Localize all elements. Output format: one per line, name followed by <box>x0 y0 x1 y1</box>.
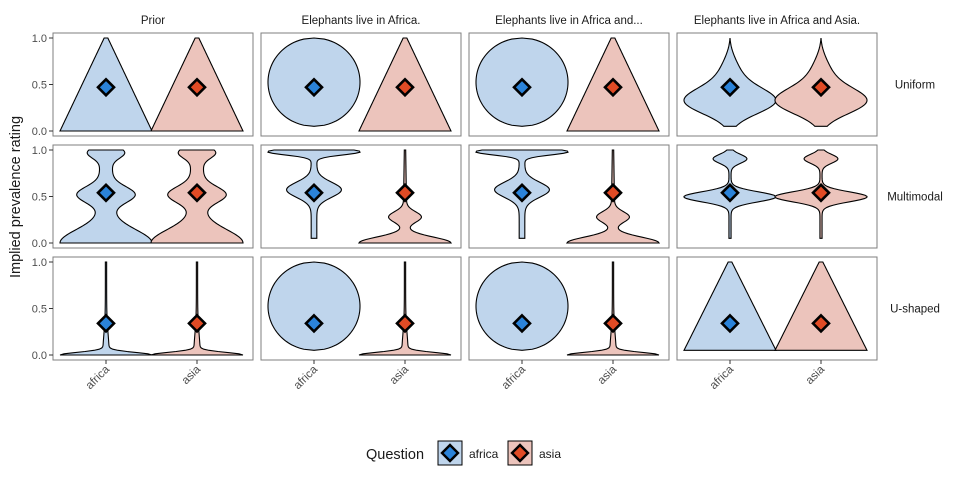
mean-point-asia <box>811 313 831 334</box>
y-tick-label: 0.0 <box>32 350 47 362</box>
violin-africa <box>683 261 777 351</box>
mean-point-asia <box>811 77 831 98</box>
mean-point-africa <box>304 182 324 203</box>
mean-point-africa <box>720 77 740 98</box>
x-tick-label: asia <box>596 363 620 387</box>
column-title: Elephants live in Africa and Asia. <box>694 15 860 27</box>
panel <box>260 144 462 249</box>
row-title: U-shaped <box>890 304 940 316</box>
mean-point-africa <box>304 313 324 334</box>
panel <box>676 32 878 137</box>
mean-point-africa <box>304 77 324 98</box>
y-tick-label: 0.0 <box>32 126 47 138</box>
mean-point-asia <box>603 182 623 203</box>
column-title: Elephants live in Africa and... <box>495 15 643 27</box>
x-tick-label: africa <box>500 363 529 392</box>
row-title: Uniform <box>895 80 935 92</box>
x-tick-label: asia <box>804 363 828 387</box>
x-tick-label: asia <box>388 363 412 387</box>
column-title: Elephants live in Africa. <box>302 15 421 27</box>
panel <box>52 32 254 137</box>
y-tick-label: 0.5 <box>32 192 47 204</box>
panel <box>260 256 462 361</box>
mean-point-asia <box>395 77 415 98</box>
column-strip-titles: Prior Elephants live in Africa. Elephants … <box>141 15 860 27</box>
mean-point-africa <box>720 313 740 334</box>
mean-point-asia <box>811 182 831 203</box>
y-axes: 0.0 0.5 1.0 0.0 0.5 1.0 0.0 0.5 1.0 <box>32 33 53 362</box>
mean-point-africa <box>720 182 740 203</box>
violin-africa <box>267 261 361 351</box>
mean-point-asia <box>187 182 207 203</box>
panel-frame <box>468 144 670 249</box>
mean-point-asia <box>603 313 623 334</box>
legend-label: africa <box>469 447 499 461</box>
panel <box>260 32 462 137</box>
legend-entry: africa <box>437 440 499 466</box>
panel <box>52 144 254 249</box>
row-strip-titles: Uniform Multimodal U-shaped <box>887 80 943 316</box>
panel <box>468 144 670 249</box>
mean-point-africa <box>96 77 116 98</box>
panel-grid <box>52 32 878 361</box>
y-tick-label: 1.0 <box>32 33 47 45</box>
y-tick-label: 0.5 <box>32 304 47 316</box>
violin-asia <box>774 261 868 351</box>
x-tick-label: africa <box>84 363 113 392</box>
legend-marker <box>510 443 530 463</box>
legend: Question africa asia <box>366 440 561 466</box>
column-title: Prior <box>141 15 165 27</box>
y-tick-label: 1.0 <box>32 257 47 269</box>
mean-point-africa <box>96 182 116 203</box>
y-tick-label: 0.5 <box>32 80 47 92</box>
legend-marker <box>440 443 460 463</box>
panel <box>676 144 878 249</box>
x-tick-label: asia <box>180 363 204 387</box>
y-tick-label: 0.0 <box>32 238 47 250</box>
legend-title: Question <box>366 447 424 463</box>
legend-entry: asia <box>507 440 561 466</box>
panel-frame <box>52 256 254 361</box>
y-axis-title: Implied prevalence rating <box>8 116 24 278</box>
panel <box>52 256 254 361</box>
mean-point-asia <box>187 313 207 334</box>
panel <box>676 256 878 361</box>
mean-point-africa <box>512 182 532 203</box>
mean-point-africa <box>512 313 532 334</box>
legend-label: asia <box>539 447 561 461</box>
panel <box>468 256 670 361</box>
panel <box>468 32 670 137</box>
mean-point-asia <box>395 313 415 334</box>
y-tick-label: 1.0 <box>32 145 47 157</box>
mean-point-africa <box>96 313 116 334</box>
mean-point-asia <box>603 77 623 98</box>
violin-africa <box>475 261 569 351</box>
x-tick-label: africa <box>292 363 321 392</box>
panel-frame <box>260 144 462 249</box>
mean-point-asia <box>187 77 207 98</box>
x-axes: africa asia africa asia africa asia africa asia <box>84 360 828 392</box>
x-tick-label: africa <box>708 363 737 392</box>
mean-point-asia <box>395 182 415 203</box>
row-title: Multimodal <box>887 192 943 204</box>
mean-point-africa <box>512 77 532 98</box>
